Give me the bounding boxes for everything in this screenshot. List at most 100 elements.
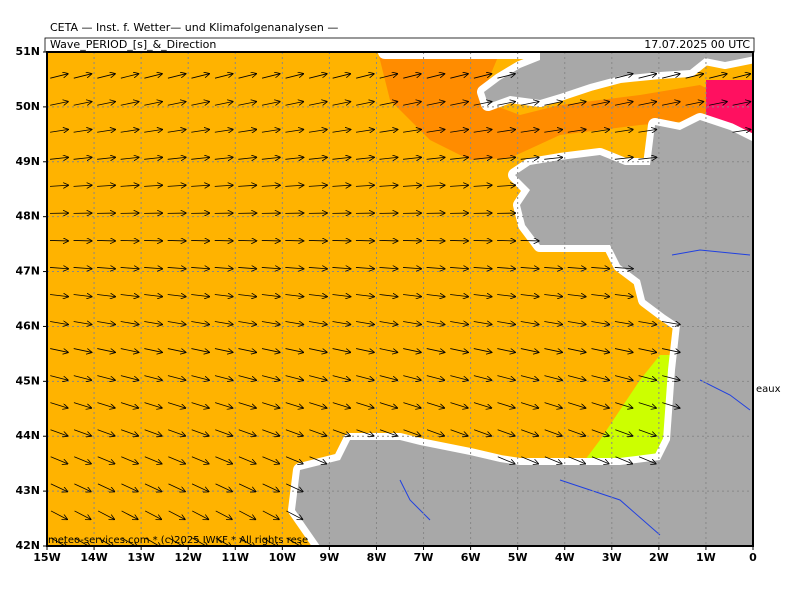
arrow — [97, 74, 114, 79]
arrow — [120, 402, 138, 408]
arrow — [568, 429, 585, 436]
arrow — [638, 348, 657, 353]
arrow — [661, 322, 680, 325]
arrow — [544, 130, 562, 133]
arrow — [120, 429, 138, 436]
arrow — [120, 102, 139, 106]
arrow — [426, 294, 445, 296]
lon-label: 12W — [174, 551, 201, 564]
arrow — [520, 375, 538, 381]
arrow — [473, 74, 491, 79]
arrow — [167, 294, 186, 296]
arrow — [426, 375, 444, 381]
arrow — [215, 402, 232, 408]
arrow — [379, 322, 398, 325]
arrow — [662, 375, 679, 381]
arrow — [520, 322, 539, 325]
arrow — [379, 74, 397, 79]
arrow — [238, 157, 256, 159]
arrow — [732, 74, 750, 79]
arrow — [450, 402, 467, 408]
arrow — [50, 74, 67, 79]
arrow — [403, 74, 420, 79]
arrow — [544, 402, 562, 408]
arrow — [403, 130, 421, 133]
arrow — [285, 240, 303, 241]
arrow — [497, 456, 515, 464]
arrow — [97, 375, 114, 381]
arrow — [638, 322, 656, 325]
arrow — [144, 510, 161, 519]
arrow — [97, 402, 114, 408]
arrow — [614, 157, 633, 159]
map-frame — [46, 51, 754, 547]
lon-label: 14W — [80, 551, 107, 564]
arrow — [685, 74, 703, 79]
arrow — [473, 429, 491, 436]
arrow — [591, 429, 609, 436]
arrow — [191, 402, 209, 408]
arrow — [403, 294, 421, 296]
arrow — [497, 185, 515, 186]
arrow — [732, 102, 751, 106]
arrow — [308, 130, 327, 133]
arrow — [473, 375, 491, 381]
arrow — [121, 456, 138, 464]
arrow — [308, 294, 327, 296]
arrow — [73, 185, 92, 186]
arrow — [238, 240, 256, 241]
arrow — [50, 375, 67, 381]
arrow — [497, 429, 515, 436]
arrow — [379, 348, 398, 353]
arrow — [567, 294, 586, 296]
lat-label: 49N — [15, 155, 40, 168]
arrow — [521, 456, 538, 464]
arrow — [309, 375, 326, 381]
arrow — [379, 429, 397, 436]
arrow — [120, 375, 138, 381]
arrow — [355, 240, 374, 241]
arrow — [261, 322, 280, 325]
lat-label: 43N — [15, 484, 40, 497]
arrow — [591, 294, 609, 296]
arrow — [355, 322, 374, 325]
arrow — [214, 375, 232, 381]
arrow — [74, 483, 90, 492]
arrow — [167, 74, 185, 79]
arrow — [544, 456, 562, 464]
arrow — [167, 185, 186, 186]
arrow — [262, 456, 279, 464]
arrow — [262, 429, 279, 436]
arrow — [450, 322, 468, 325]
arrow — [520, 157, 539, 159]
arrow — [73, 322, 92, 325]
arrow — [261, 185, 280, 186]
arrow — [403, 102, 421, 106]
arrow — [497, 267, 515, 268]
land — [288, 52, 753, 546]
arrow — [97, 185, 115, 186]
arrow — [309, 429, 326, 436]
arrow — [426, 402, 444, 408]
arrow — [49, 185, 68, 186]
arrow — [285, 294, 303, 296]
arrow — [144, 322, 162, 325]
arrow — [662, 402, 679, 408]
arrow — [214, 185, 233, 186]
arrow — [332, 240, 350, 241]
arrow — [450, 102, 468, 106]
arrow — [638, 402, 656, 408]
arrow — [614, 375, 632, 381]
lat-label: 51N — [15, 45, 40, 58]
arrow — [239, 510, 255, 519]
arrow — [97, 456, 115, 464]
arrow — [332, 429, 350, 436]
arrow — [497, 348, 515, 353]
arrow — [520, 267, 539, 268]
arrow — [168, 510, 185, 519]
arrow — [426, 429, 444, 436]
arrow — [167, 348, 186, 353]
arrow — [167, 102, 186, 106]
arrow — [591, 267, 609, 268]
arrow — [167, 322, 186, 325]
